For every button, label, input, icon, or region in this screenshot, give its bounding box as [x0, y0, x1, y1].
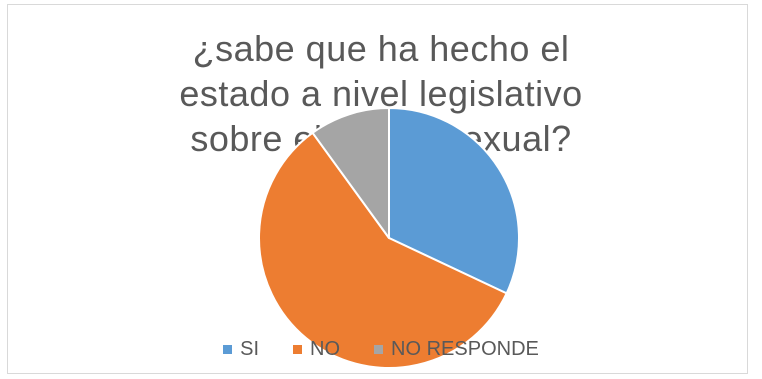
legend-label-no: NO — [310, 338, 341, 360]
legend-label-no-responde: NO RESPONDE — [391, 338, 539, 360]
legend: SI NO NO RESPONDE — [0, 338, 762, 361]
legend-swatch-no — [293, 345, 303, 354]
chart-title-line-1: ¿sabe que ha hecho el — [192, 28, 570, 69]
pie-slice-no-responde — [311, 107, 390, 239]
legend-item-si: SI — [223, 338, 259, 361]
legend-swatch-si — [223, 345, 233, 354]
pie-slice-no — [258, 131, 508, 369]
legend-item-no: NO — [293, 338, 340, 361]
chart-title-line-2: estado a nivel legislativo — [179, 73, 583, 114]
legend-label-si: SI — [240, 338, 260, 360]
legend-swatch-no-responde — [374, 345, 384, 354]
legend-item-no-responde: NO RESPONDE — [374, 338, 539, 361]
chart-title: ¿sabe que ha hecho el estado a nivel leg… — [0, 26, 762, 161]
pie-slice-si — [388, 107, 520, 295]
